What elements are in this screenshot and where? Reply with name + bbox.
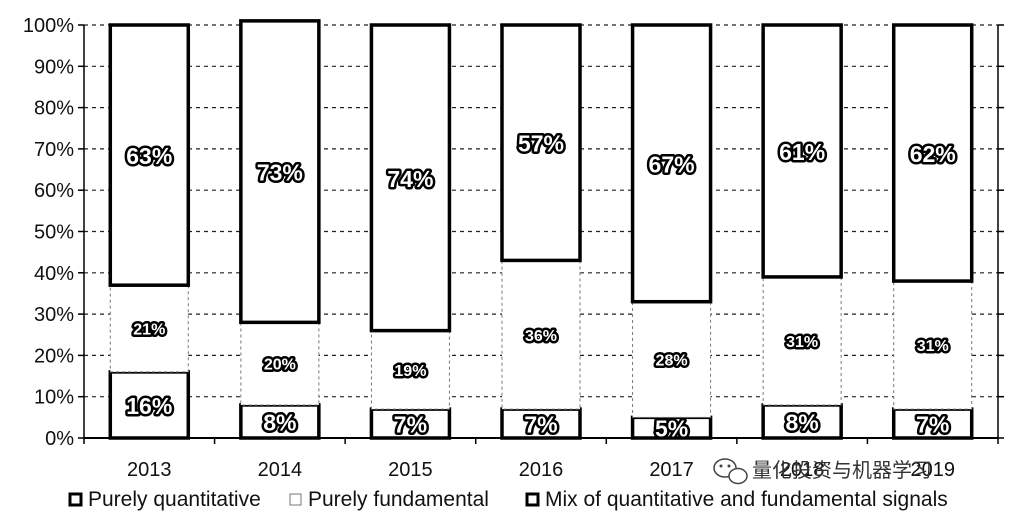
legend: Purely quantitative Purely fundamental Mix… <box>68 488 948 511</box>
data-label: 62% <box>910 141 956 167</box>
data-labels: 16%21%63%8%20%73%7%19%74%7%36%57%5%28%67… <box>124 128 958 444</box>
y-axis: 0% 10% 20% 30% 40% 50% 60% 70% 80% 90% 100% <box>23 15 1004 450</box>
bar-segment <box>239 19 321 325</box>
wechat-icon <box>713 458 748 485</box>
y-tick-label: 30% <box>34 304 74 326</box>
bar-segment <box>891 23 974 283</box>
y-tick-label: 60% <box>34 180 74 202</box>
bar-segment <box>369 23 452 333</box>
watermark-text: 量化投资与机器学习 <box>752 458 932 482</box>
y-tick-label: 10% <box>34 387 74 409</box>
y-tick-label: 40% <box>34 263 74 285</box>
bar-segment <box>240 321 320 406</box>
data-label: 57% <box>518 131 564 157</box>
legend-swatch <box>525 492 540 507</box>
legend-swatch <box>289 493 302 506</box>
data-label: 67% <box>649 151 695 177</box>
y-tick-label: 20% <box>34 345 74 367</box>
bar-segment <box>761 403 843 440</box>
y-tick-label: 100% <box>23 15 74 37</box>
data-label: 8% <box>263 409 296 435</box>
x-axis: 2013 2014 2015 2016 2017 2018 2019 <box>83 437 999 481</box>
data-label: 63% <box>126 143 172 169</box>
bar-segment <box>370 330 450 410</box>
data-label: 28% <box>656 353 688 370</box>
x-tick-label: 2017 <box>649 459 694 481</box>
bars <box>108 19 974 440</box>
data-label: 73% <box>257 160 303 186</box>
data-label: 61% <box>779 139 825 165</box>
legend-label: Mix of quantitative and fundamental sign… <box>545 488 948 511</box>
bar-segment <box>761 23 843 279</box>
data-label: 19% <box>394 363 426 380</box>
data-label: 8% <box>786 409 819 435</box>
watermark: 量化投资与机器学习 <box>713 458 932 485</box>
bar-segment <box>893 280 973 410</box>
y-tick-label: 90% <box>34 56 74 78</box>
y-tick-label: 0% <box>45 428 74 450</box>
legend-label: Purely fundamental <box>308 488 489 511</box>
x-tick-label: 2015 <box>388 459 433 481</box>
bar-segment <box>630 23 713 304</box>
legend-swatch <box>68 492 83 507</box>
y-tick-label: 50% <box>34 222 74 244</box>
x-tick-label: 2013 <box>127 459 172 481</box>
data-label: 16% <box>126 393 172 419</box>
legend-label: Purely quantitative <box>88 488 261 511</box>
bar-segment <box>500 23 582 263</box>
x-tick-label: 2019 <box>910 459 955 481</box>
data-label: 7% <box>394 412 427 438</box>
bar-segment <box>108 23 191 287</box>
data-label: 7% <box>524 412 557 438</box>
bar-segment <box>762 276 842 406</box>
x-tick-label: 2018 <box>780 459 825 481</box>
data-label: 20% <box>264 357 296 374</box>
x-tick-label: 2014 <box>258 459 303 481</box>
data-label: 74% <box>387 166 433 192</box>
data-label: 36% <box>525 328 557 345</box>
data-label: 7% <box>916 412 949 438</box>
x-tick-label: 2016 <box>519 459 564 481</box>
data-label: 31% <box>917 338 949 355</box>
data-label: 31% <box>786 334 818 351</box>
bar-segment <box>501 259 581 410</box>
y-tick-label: 70% <box>34 139 74 161</box>
data-label: 21% <box>133 322 165 339</box>
y-tick-label: 80% <box>34 98 74 120</box>
